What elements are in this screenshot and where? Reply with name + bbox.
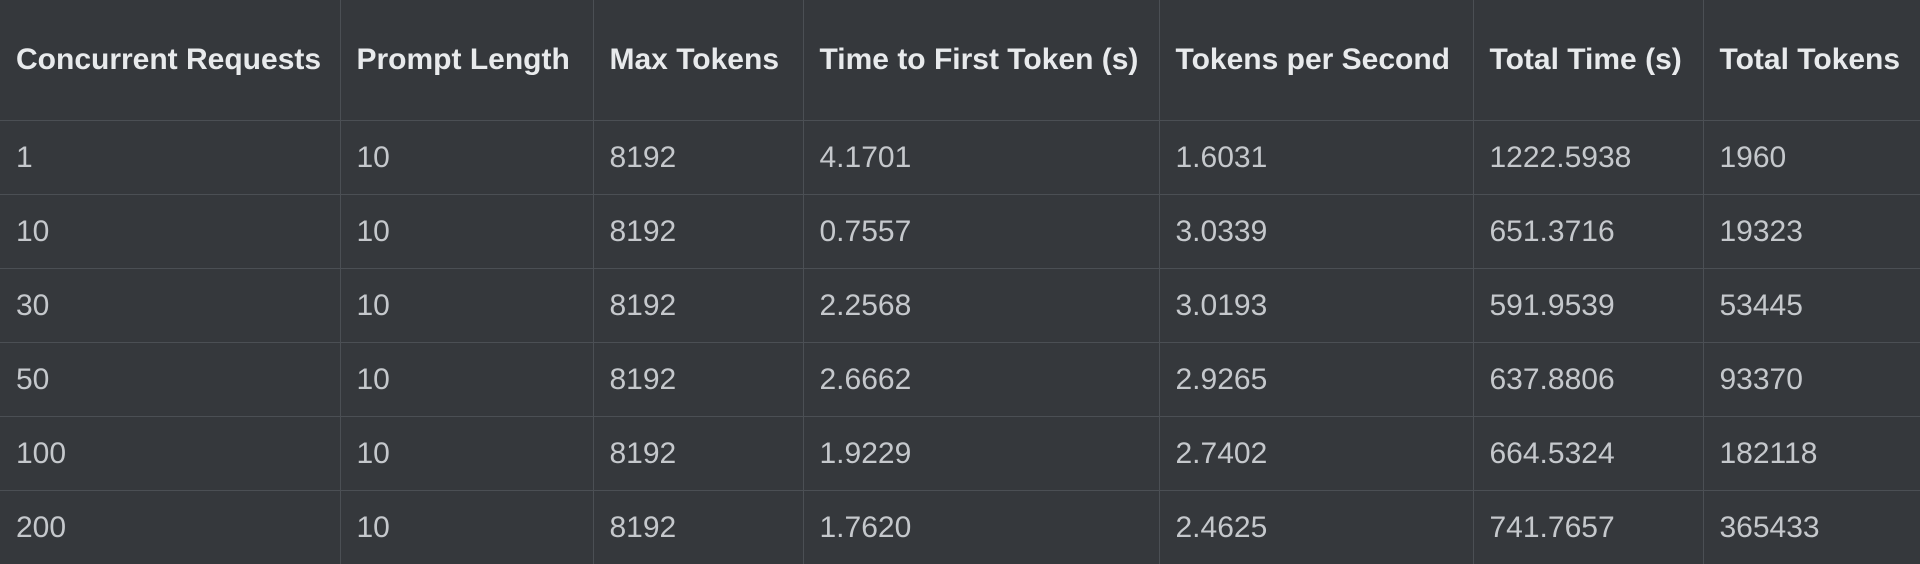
column-header-total-tokens: Total Tokens xyxy=(1703,0,1920,121)
table-row: 100 10 8192 1.9229 2.7402 664.5324 18211… xyxy=(0,416,1920,491)
cell-prompt-length: 10 xyxy=(340,194,594,269)
cell-time-to-first-token: 4.1701 xyxy=(803,120,1160,195)
cell-prompt-length: 10 xyxy=(340,416,594,491)
cell-prompt-length: 10 xyxy=(340,120,594,195)
cell-concurrent-requests: 1 xyxy=(0,120,341,195)
cell-prompt-length: 10 xyxy=(340,490,594,564)
cell-total-tokens: 1960 xyxy=(1703,120,1920,195)
cell-concurrent-requests: 50 xyxy=(0,342,341,417)
table-row: 30 10 8192 2.2568 3.0193 591.9539 53445 xyxy=(0,268,1920,343)
cell-tokens-per-second: 2.4625 xyxy=(1159,490,1474,564)
cell-total-time: 637.8806 xyxy=(1473,342,1704,417)
cell-max-tokens: 8192 xyxy=(593,490,804,564)
column-header-total-time: Total Time (s) xyxy=(1473,0,1704,121)
cell-time-to-first-token: 1.7620 xyxy=(803,490,1160,564)
table-row: 10 10 8192 0.7557 3.0339 651.3716 19323 xyxy=(0,194,1920,269)
cell-time-to-first-token: 0.7557 xyxy=(803,194,1160,269)
header-row: Concurrent Requests Prompt Length Max To… xyxy=(0,0,1920,121)
table-row: 200 10 8192 1.7620 2.4625 741.7657 36543… xyxy=(0,490,1920,564)
cell-tokens-per-second: 3.0193 xyxy=(1159,268,1474,343)
cell-total-tokens: 182118 xyxy=(1703,416,1920,491)
table-body: 1 10 8192 4.1701 1.6031 1222.5938 1960 1… xyxy=(0,120,1920,564)
column-header-prompt-length: Prompt Length xyxy=(340,0,594,121)
cell-max-tokens: 8192 xyxy=(593,120,804,195)
cell-total-time: 591.9539 xyxy=(1473,268,1704,343)
cell-concurrent-requests: 100 xyxy=(0,416,341,491)
column-header-concurrent-requests: Concurrent Requests xyxy=(0,0,341,121)
cell-max-tokens: 8192 xyxy=(593,342,804,417)
cell-total-time: 664.5324 xyxy=(1473,416,1704,491)
cell-max-tokens: 8192 xyxy=(593,416,804,491)
cell-time-to-first-token: 2.6662 xyxy=(803,342,1160,417)
column-header-time-to-first-token: Time to First Token (s) xyxy=(803,0,1160,121)
cell-tokens-per-second: 2.7402 xyxy=(1159,416,1474,491)
cell-max-tokens: 8192 xyxy=(593,268,804,343)
cell-tokens-per-second: 1.6031 xyxy=(1159,120,1474,195)
cell-total-time: 651.3716 xyxy=(1473,194,1704,269)
cell-time-to-first-token: 2.2568 xyxy=(803,268,1160,343)
table-row: 1 10 8192 4.1701 1.6031 1222.5938 1960 xyxy=(0,120,1920,195)
column-header-max-tokens: Max Tokens xyxy=(593,0,804,121)
cell-concurrent-requests: 200 xyxy=(0,490,341,564)
cell-total-tokens: 53445 xyxy=(1703,268,1920,343)
table-header: Concurrent Requests Prompt Length Max To… xyxy=(0,0,1920,121)
cell-total-tokens: 19323 xyxy=(1703,194,1920,269)
cell-tokens-per-second: 2.9265 xyxy=(1159,342,1474,417)
cell-tokens-per-second: 3.0339 xyxy=(1159,194,1474,269)
cell-total-tokens: 365433 xyxy=(1719,510,1820,544)
cell-time-to-first-token: 1.9229 xyxy=(803,416,1160,491)
cell-max-tokens: 8192 xyxy=(593,194,804,269)
cell-total-time: 741.7657 xyxy=(1473,490,1704,564)
column-header-tokens-per-second: Tokens per Second xyxy=(1159,0,1474,121)
cell-concurrent-requests: 10 xyxy=(0,194,341,269)
cell-total-time: 1222.5938 xyxy=(1473,120,1704,195)
cell-concurrent-requests: 30 xyxy=(0,268,341,343)
cell-prompt-length: 10 xyxy=(340,342,594,417)
cell-total-tokens: 93370 xyxy=(1703,342,1920,417)
cell-prompt-length: 10 xyxy=(340,268,594,343)
table-row: 50 10 8192 2.6662 2.9265 637.8806 93370 xyxy=(0,342,1920,417)
